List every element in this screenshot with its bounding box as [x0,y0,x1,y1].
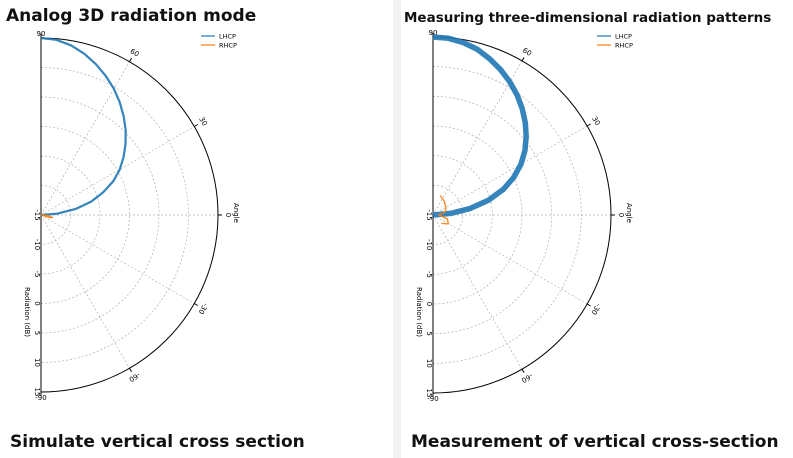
panel-divider [393,0,401,458]
legend-label-rhcp: RHCP [615,42,633,50]
angle-tick-label: -90 [35,394,46,402]
angle-tick-label: 0 [224,213,232,217]
angular-gridline [432,125,588,216]
radial-tick-label: -5 [33,271,41,278]
polar-frame [432,36,612,394]
legend-label-rhcp: RHCP [219,42,237,50]
angle-axis-label: Angle [232,203,240,223]
angle-tick-mark [521,57,525,62]
polar-chart-measurement: 90 60 30 0 -30 -60 -90 -15 -10 -5 0 5 10 15 Angle Radia… [415,29,633,403]
radial-tick-label: -10 [425,239,433,250]
angular-gridline [432,60,523,216]
legend-label-lhcp: LHCP [615,33,632,41]
angle-tick-label: 90 [429,29,438,37]
series-line-lhcp [432,34,529,218]
series-line-lhcp [40,36,127,217]
panel-measurement: Measuring three-dimensional radiation pa… [397,0,793,458]
radial-gridline [432,184,463,246]
radial-gridline [40,185,71,245]
angle-tick-label: 30 [197,116,208,128]
angle-tick-label: 60 [129,47,141,58]
radial-tick-label: 10 [425,359,433,368]
angular-gridline [40,126,195,216]
angle-tick-label: -30 [197,302,210,316]
radial-tick-label: 0 [33,301,41,305]
angle-tick-label: 0 [617,213,625,217]
radial-tick-label: 5 [425,331,433,335]
angle-tick-mark [586,123,591,127]
angle-tick-mark [194,303,199,306]
panel-title: Analog 3D radiation mode [6,6,257,26]
radial-gridline [40,126,130,304]
angular-gridline [40,214,195,304]
angle-tick-label: -60 [520,371,534,384]
radial-tick-label: 5 [33,331,41,335]
angle-tick-mark [129,368,132,373]
angle-tick-mark [521,368,525,373]
radial-tick-label: 15 [425,389,433,398]
panel-simulation: Analog 3D radiation mode 90 60 30 0 -30 -60 -9… [0,0,396,458]
angle-tick-mark [129,57,132,62]
angle-tick-label: 90 [37,30,46,38]
angular-gridline [40,61,130,216]
radial-gridline [432,155,493,275]
radiation-axis-label: Radiation (dB) [23,287,31,337]
angle-tick-label: 60 [521,46,533,57]
radial-gridline [40,155,101,275]
legend-label-lhcp: LHCP [219,33,236,41]
radial-gridline [432,125,523,305]
angle-axis-label: Angle [625,203,633,223]
polar-frame [40,37,219,393]
polar-chart-simulation: 90 60 30 0 -30 -60 -90 -15 -10 -5 0 5 10 15 Angle Radia… [23,30,240,402]
radial-tick-label: -5 [425,271,433,278]
series-line-rhcp [438,195,450,225]
angle-tick-label: 30 [590,115,601,127]
angular-gridline [40,214,130,369]
angular-gridline [432,214,588,305]
radial-tick-label: 15 [33,388,41,397]
radial-tick-label: -10 [33,239,41,250]
panel-caption: Measurement of vertical cross-section [411,432,779,452]
radiation-axis-label: Radiation (dB) [415,287,423,337]
angle-tick-label: -30 [589,302,602,316]
radial-tick-label: -15 [425,209,433,220]
radial-tick-label: 0 [425,302,433,306]
radial-gridline [40,67,189,363]
panel-title: Measuring three-dimensional radiation pa… [404,10,772,26]
angle-tick-mark [194,124,199,127]
radial-tick-label: 10 [33,358,41,367]
angle-tick-label: -60 [128,371,142,384]
radial-tick-label: -15 [33,209,41,220]
radial-gridline [432,95,552,335]
angle-tick-mark [586,303,591,307]
angular-gridline [432,214,523,370]
angle-tick-label: -90 [427,395,438,403]
series-line-rhcp [40,214,54,219]
panel-caption: Simulate vertical cross section [10,432,305,452]
